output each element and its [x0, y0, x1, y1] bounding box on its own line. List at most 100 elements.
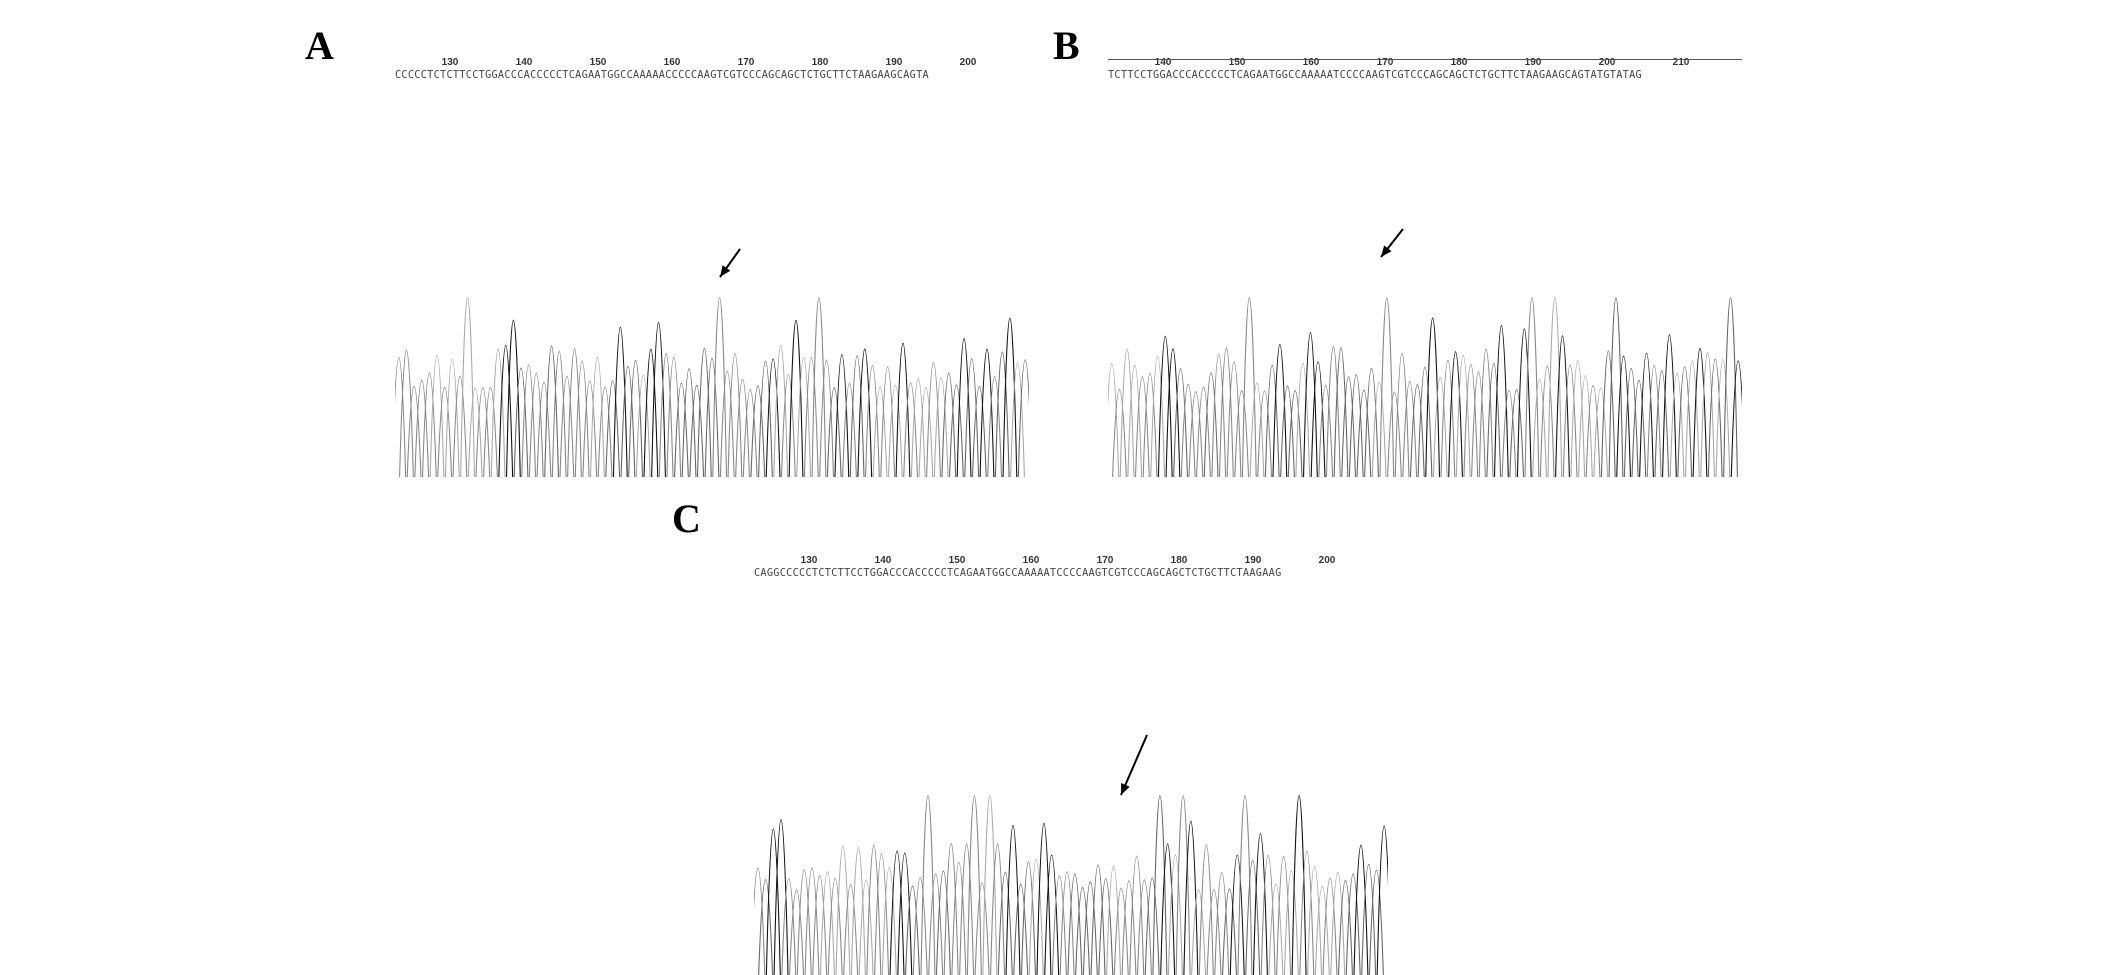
base-peak — [395, 357, 407, 477]
position-ticks: 140 150 160 170 180 190 200 210 — [1108, 57, 1742, 71]
base-peak — [1425, 317, 1441, 477]
base-peak — [866, 844, 882, 975]
base-peak — [1361, 863, 1377, 975]
base-peak — [926, 362, 941, 477]
base-peak — [826, 387, 842, 477]
base-peak — [559, 376, 575, 477]
trace-plot — [395, 248, 1029, 477]
base-peak — [452, 376, 468, 477]
base-peak — [674, 382, 689, 477]
base-peak — [1136, 879, 1152, 975]
base-peak — [765, 828, 781, 975]
base-peak — [803, 356, 819, 477]
base-peak — [1600, 350, 1616, 477]
base-peak — [582, 380, 598, 477]
base-peak — [437, 386, 453, 477]
base-peak — [789, 889, 805, 975]
base-peak — [475, 387, 491, 477]
base-peak — [1707, 358, 1723, 477]
base-peak — [910, 378, 926, 477]
base-peak — [979, 349, 995, 477]
base-peak — [849, 355, 865, 477]
base-peak — [1173, 368, 1188, 477]
base-peak — [949, 384, 964, 477]
arrow-head-icon — [720, 265, 731, 277]
arrow-head-icon — [1381, 245, 1392, 257]
tick-label: 180 — [1450, 57, 1468, 68]
base-peak — [742, 389, 758, 477]
tick-label: 140 — [874, 555, 892, 566]
base-peak — [951, 862, 967, 975]
tick-label: 190 — [1244, 555, 1262, 566]
base-peak — [696, 348, 712, 477]
base-peak — [1486, 363, 1502, 477]
base-peak — [1160, 843, 1176, 975]
base-sequence: TCTTCCTGGACCCACCCCCTCAGAATGGCCAAAAATCCCC… — [1108, 70, 1642, 81]
base-peak — [712, 297, 728, 477]
base-peak — [1299, 851, 1315, 975]
base-peak — [1394, 353, 1410, 477]
base-peak — [1402, 381, 1418, 477]
chromatogram-c: 130 140 150 160 170 180 190 200 CAGGCCCCCTCTCTT… — [754, 555, 1388, 975]
tick-label: 180 — [1170, 555, 1188, 566]
base-peak — [1463, 363, 1479, 477]
base-peak — [1036, 823, 1052, 975]
base-peak — [895, 342, 911, 477]
base-peak — [964, 358, 980, 477]
base-peak — [681, 368, 697, 477]
base-peak — [421, 372, 437, 477]
tick-label: 150 — [589, 57, 607, 68]
base-peak — [994, 351, 1010, 477]
base-peak — [1455, 355, 1471, 477]
base-peak — [857, 348, 873, 477]
base-peak — [1493, 325, 1509, 477]
base-peak — [1157, 335, 1173, 477]
base-peak — [1108, 363, 1120, 477]
base-peak — [467, 387, 483, 477]
base-peak — [1183, 820, 1199, 975]
base-peak — [987, 376, 1003, 477]
base-peak — [1409, 384, 1425, 477]
base-peak — [1440, 359, 1456, 477]
base-peak — [1002, 318, 1018, 477]
base-peak — [1330, 872, 1346, 975]
base-peak — [1218, 347, 1234, 477]
base-peak — [567, 348, 582, 477]
base-peak — [1211, 354, 1227, 477]
base-peak — [1314, 885, 1330, 975]
base-peak — [1364, 367, 1379, 477]
base-peak — [1167, 854, 1183, 975]
base-peak — [414, 379, 430, 477]
base-peak — [1608, 297, 1624, 477]
base-peak — [1623, 367, 1639, 477]
tick-label: 130 — [441, 57, 459, 68]
chromatogram-b: 140 150 160 170 180 190 200 210 TCTTCCTGGACCCAC… — [1108, 57, 1742, 477]
base-peak — [1112, 388, 1127, 477]
base-peak — [933, 377, 949, 477]
position-ticks: 130 140 150 160 170 180 190 200 — [754, 555, 1388, 569]
base-peak — [1730, 360, 1742, 477]
base-peak — [536, 382, 552, 477]
base-peak — [399, 349, 414, 477]
base-peak — [971, 386, 987, 477]
base-peak — [635, 375, 651, 477]
base-peak — [666, 357, 682, 477]
base-peak — [781, 878, 797, 975]
base-peak — [1249, 382, 1265, 477]
base-peak — [1106, 865, 1122, 975]
base-peak — [1616, 355, 1632, 477]
position-ticks: 130 140 150 160 170 180 190 200 — [395, 57, 1029, 71]
ruler-line — [1108, 59, 1742, 60]
base-peak — [758, 360, 773, 477]
base-peak — [918, 387, 934, 477]
base-sequence: CCCCCTCTCTTCCTGGACCCACCCCCTCAGAATGGCCAAA… — [395, 70, 929, 81]
base-peak — [1017, 359, 1029, 477]
base-peak — [966, 795, 982, 975]
tick-label: 150 — [1228, 57, 1246, 68]
base-peak — [1368, 870, 1384, 975]
base-peak — [843, 883, 859, 975]
base-peak — [1119, 349, 1135, 477]
base-peak — [605, 380, 621, 477]
base-peak — [1471, 371, 1486, 477]
base-peak — [1226, 361, 1242, 477]
